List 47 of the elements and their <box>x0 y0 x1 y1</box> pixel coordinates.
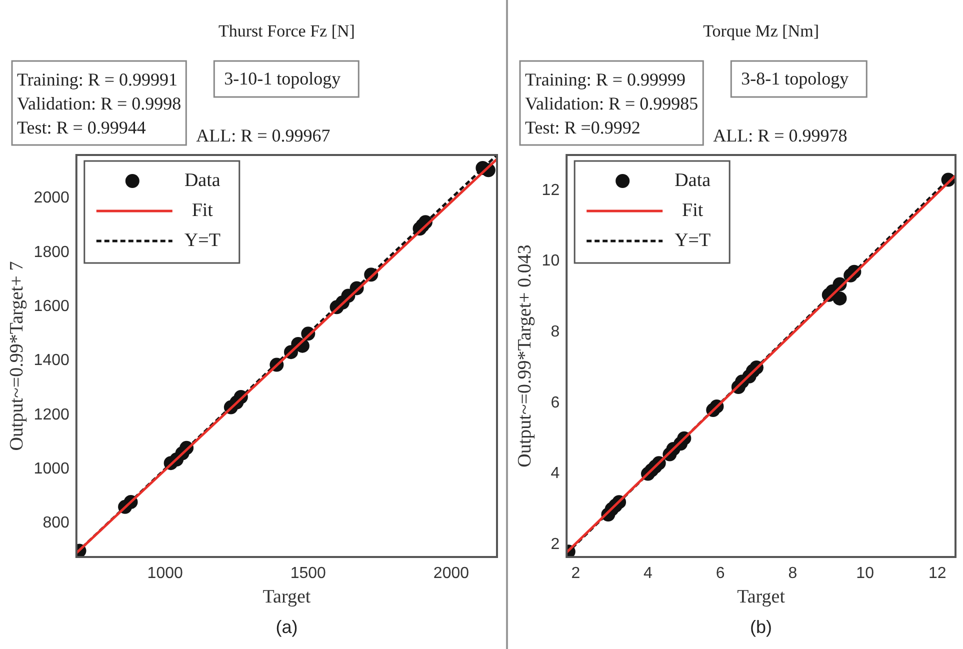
text: Test: R = 0.99944 <box>17 118 146 138</box>
legend-label: Y=T <box>674 230 712 251</box>
legend-label: Fit <box>192 200 214 221</box>
y-tick-label: 1600 <box>34 298 70 315</box>
text: 3-8-1 topology <box>741 68 849 89</box>
text: (a) <box>276 616 298 637</box>
text: Test: R =0.9992 <box>525 118 640 138</box>
y-tick-label: 800 <box>42 514 70 532</box>
text: ALL: R = 0.99978 <box>713 126 848 146</box>
y-tick-label: 1200 <box>34 406 70 424</box>
x-tick-label: 1000 <box>147 565 183 582</box>
x-tick-label: 8 <box>788 565 798 582</box>
y-tick-label: 1400 <box>34 352 70 370</box>
y-tick-label: 2 <box>550 536 560 554</box>
x-tick-label: 10 <box>856 565 874 582</box>
text: Training: R = 0.99999 <box>525 70 686 90</box>
text: Validation: R = 0.9998 <box>17 94 182 114</box>
y-tick-label: 4 <box>550 465 560 482</box>
y-tick-label: 8 <box>550 324 560 340</box>
legend-label: Data <box>674 170 712 191</box>
x-tick-label: 2000 <box>433 565 470 582</box>
x-axis-title: Target <box>262 586 312 608</box>
x-axis-title: Target <box>737 586 786 608</box>
x-tick-label: 4 <box>644 565 653 582</box>
text: Validation: R = 0.99985 <box>525 94 698 114</box>
legend-label: Y=T <box>184 230 221 251</box>
y-axis-title: Output~=0.99*Target+ 0.043 <box>514 244 536 468</box>
text: (b) <box>750 616 772 637</box>
text: 3-10-1 topology <box>224 68 341 89</box>
point <box>832 291 847 306</box>
y-tick-label: 1800 <box>34 244 70 261</box>
x-tick-label: 2 <box>571 565 580 582</box>
y-tick-label: 6 <box>550 394 560 412</box>
chart-title: Thurst Force Fz [N] <box>218 21 355 40</box>
y-tick-label: 12 <box>542 182 560 199</box>
x-tick-label: 1500 <box>290 565 326 582</box>
legend-label: Fit <box>682 200 704 221</box>
y-tick-label: 10 <box>542 252 560 270</box>
chart-title: Torque Mz [Nm] <box>703 21 819 40</box>
legend-label: Data <box>184 170 221 191</box>
text: Training: R = 0.99991 <box>17 70 178 90</box>
x-tick-label: 6 <box>716 565 725 582</box>
y-axis-title: Output~=0.99*Target+ 7 <box>6 261 28 451</box>
y-tick-label: 2000 <box>34 190 70 207</box>
y-tick-label: 1000 <box>34 460 70 478</box>
x-tick-label: 12 <box>928 565 946 582</box>
text: ALL: R = 0.99967 <box>196 126 330 146</box>
